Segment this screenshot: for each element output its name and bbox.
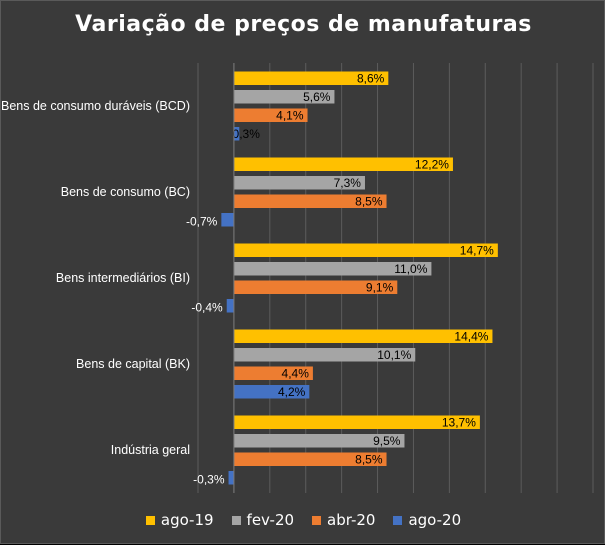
bar-ago-20 — [228, 471, 234, 485]
legend-label: ago-19 — [160, 511, 214, 529]
bar-abr-20 — [233, 366, 313, 380]
legend-swatch — [312, 515, 322, 525]
data-label: 4,1% — [276, 109, 304, 123]
data-label: -0,7% — [186, 215, 218, 229]
data-label: 8,6% — [357, 72, 385, 86]
bar-abr-20 — [233, 194, 387, 208]
data-label: 14,4% — [454, 330, 488, 344]
data-label: 10,1% — [377, 348, 411, 362]
bar-ago-20 — [233, 385, 310, 399]
bar-fev-20 — [233, 348, 416, 362]
category-label: Indústria geral — [111, 443, 190, 457]
data-label: 4,2% — [278, 385, 306, 399]
bar-fev-20 — [233, 90, 335, 104]
bar-fev-20 — [233, 262, 432, 276]
bar-ago-20 — [221, 213, 234, 227]
bar-ago-19 — [233, 329, 493, 343]
category-label: Bens intermediários (BI) — [56, 271, 190, 285]
legend-swatch — [145, 515, 155, 525]
bar-abr-20 — [233, 452, 387, 466]
data-label: 5,6% — [303, 90, 331, 104]
legend-label: ago-20 — [408, 511, 462, 529]
bar-ago-19 — [233, 71, 389, 85]
bar-ago-19 — [233, 157, 453, 171]
bar-ago-20 — [226, 299, 234, 313]
data-label: 14,7% — [460, 244, 494, 258]
legend: ago-19 fev-20 abr-20 ago-20 — [1, 511, 605, 529]
bar-ago-20 — [233, 127, 240, 141]
bar-fev-20 — [233, 176, 365, 190]
bar-ago-19 — [233, 243, 498, 257]
data-label: 13,7% — [442, 416, 476, 430]
category-label: Bens de consumo (BC) — [61, 185, 190, 199]
data-label: 12,2% — [415, 158, 449, 172]
legend-item-ago-20: ago-20 — [393, 511, 461, 529]
category-label: Bens de capital (BK) — [76, 357, 190, 371]
legend-swatch — [231, 515, 241, 525]
legend-label: fev-20 — [246, 511, 295, 529]
bar-abr-20 — [233, 280, 398, 294]
legend-item-ago-19: ago-19 — [145, 511, 214, 529]
data-label: 9,1% — [366, 281, 394, 295]
legend-item-fev-20: fev-20 — [231, 511, 295, 529]
data-label: 9,5% — [373, 434, 401, 448]
data-label: 0,3% — [233, 127, 261, 141]
data-label: 8,5% — [355, 453, 383, 467]
chart-title: Variação de preços de manufaturas — [75, 12, 532, 37]
data-label: 8,5% — [355, 195, 383, 209]
legend-swatch — [393, 515, 403, 525]
legend-item-abr-20: abr-20 — [312, 511, 375, 529]
category-label: Bens de consumo duráveis (BCD) — [1, 99, 190, 113]
bar-abr-20 — [233, 108, 308, 122]
bar-fev-20 — [233, 434, 405, 448]
data-label: -0,3% — [193, 473, 225, 487]
bar-ago-19 — [233, 415, 480, 429]
data-label: -0,4% — [191, 301, 223, 315]
data-label: 11,0% — [394, 262, 427, 276]
data-label: 4,4% — [282, 367, 310, 381]
legend-label: abr-20 — [327, 511, 376, 529]
data-label: 7,3% — [334, 176, 362, 190]
